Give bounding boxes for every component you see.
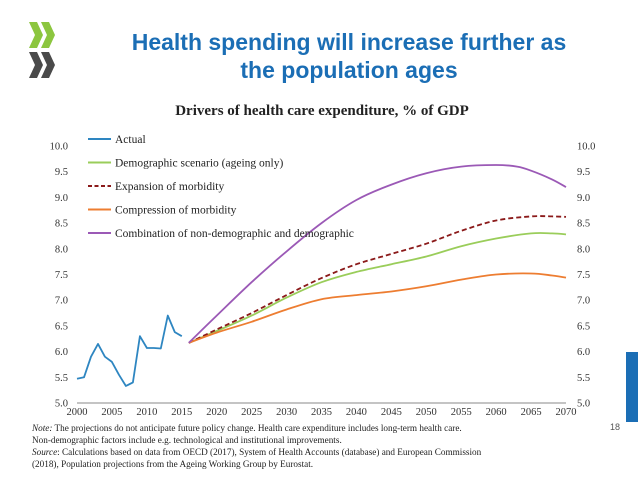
y-tick-label-right: 8.0	[577, 244, 590, 255]
y-tick-label-left: 7.5	[55, 270, 68, 281]
series-layer	[76, 164, 567, 387]
source-line-2: (2018), Population projections from the …	[32, 459, 314, 469]
series-4-line	[188, 164, 567, 344]
y-tick-label-left: 7.0	[55, 296, 68, 307]
slide-title-line2: the population ages	[240, 57, 458, 83]
x-tick-label: 2070	[556, 407, 577, 418]
x-tick-label: 2030	[276, 407, 297, 418]
y-tick-label-left: 10.0	[50, 142, 68, 153]
oecd-logo	[29, 22, 55, 78]
y-tick-label-left: 8.0	[55, 244, 68, 255]
x-tick-label: 2050	[416, 407, 437, 418]
note-label: Note:	[32, 423, 53, 433]
x-tick-label: 2005	[101, 407, 122, 418]
y-tick-label-left: 6.5	[55, 321, 68, 332]
x-tick-label: 2025	[241, 407, 262, 418]
x-tick-label: 2065	[521, 407, 542, 418]
note-line-2: Non-demographic factors include e.g. tec…	[32, 435, 342, 445]
chart-title: Drivers of health care expenditure, % of…	[175, 103, 469, 119]
x-tick-label: 2020	[206, 407, 227, 418]
legend-label: Actual	[115, 134, 146, 146]
x-tick-label: 2000	[67, 407, 88, 418]
x-tick-label: 2040	[346, 407, 367, 418]
corner-accent-tab	[626, 352, 638, 422]
source-line-1: Source: Calculations based on data from …	[32, 446, 577, 458]
y-tick-label-right: 6.5	[577, 321, 590, 332]
legend-label: Compression of morbidity	[115, 205, 237, 217]
y-tick-label-left: 8.5	[55, 219, 68, 230]
series-3-line	[188, 272, 567, 344]
y-tick-label-right: 7.0	[577, 296, 590, 307]
line-chart: Drivers of health care expenditure, % of…	[50, 103, 596, 419]
x-tick-label: 2015	[171, 407, 192, 418]
page-number: 18	[610, 422, 621, 432]
legend-label: Combination of non-demographic and demog…	[115, 228, 354, 240]
chart-legend: Actual Demographic scenario (ageing only)…	[88, 134, 354, 240]
y-tick-label-right: 6.0	[577, 347, 590, 358]
legend-label: Demographic scenario (ageing only)	[115, 158, 283, 170]
y-tick-label-left: 5.5	[55, 373, 68, 384]
chart-axes: 2000 2005 2010 2015 2020 2025 2030 2035 2040 2045…	[50, 142, 596, 419]
y-tick-label-left: 6.0	[55, 347, 68, 358]
logo-chevrons	[29, 22, 55, 78]
slide-title-line1: Health spending will increase further as	[131, 29, 567, 55]
x-tick-label: 2035	[311, 407, 332, 418]
y-tick-label-right: 9.5	[577, 167, 590, 178]
source-text: : Calculations based on data from OECD (…	[57, 447, 482, 457]
x-tick-label: 2045	[381, 407, 402, 418]
note-line-1: Note: The projections do not anticipate …	[32, 422, 577, 434]
series-1-line	[188, 232, 567, 344]
y-tick-label-left: 9.5	[55, 167, 68, 178]
y-tick-label-right: 8.5	[577, 219, 590, 230]
series-0-line	[76, 314, 183, 387]
footnotes: Note: The projections do not anticipate …	[32, 422, 577, 470]
source-label: Source	[32, 447, 58, 457]
y-tick-label-right: 5.0	[577, 399, 590, 410]
legend-label: Expansion of morbidity	[115, 181, 224, 193]
y-tick-label-right: 5.5	[577, 373, 590, 384]
y-tick-label-left: 9.0	[55, 193, 68, 204]
y-tick-label-right: 7.5	[577, 270, 590, 281]
x-tick-label: 2060	[486, 407, 507, 418]
slide-title: Health spending will increase further as…	[60, 28, 638, 84]
y-tick-label-left: 5.0	[55, 399, 68, 410]
note-text: The projections do not anticipate future…	[52, 423, 462, 433]
y-tick-label-right: 9.0	[577, 193, 590, 204]
x-tick-label: 2055	[451, 407, 472, 418]
y-tick-label-right: 10.0	[577, 142, 595, 153]
x-tick-label: 2010	[136, 407, 157, 418]
